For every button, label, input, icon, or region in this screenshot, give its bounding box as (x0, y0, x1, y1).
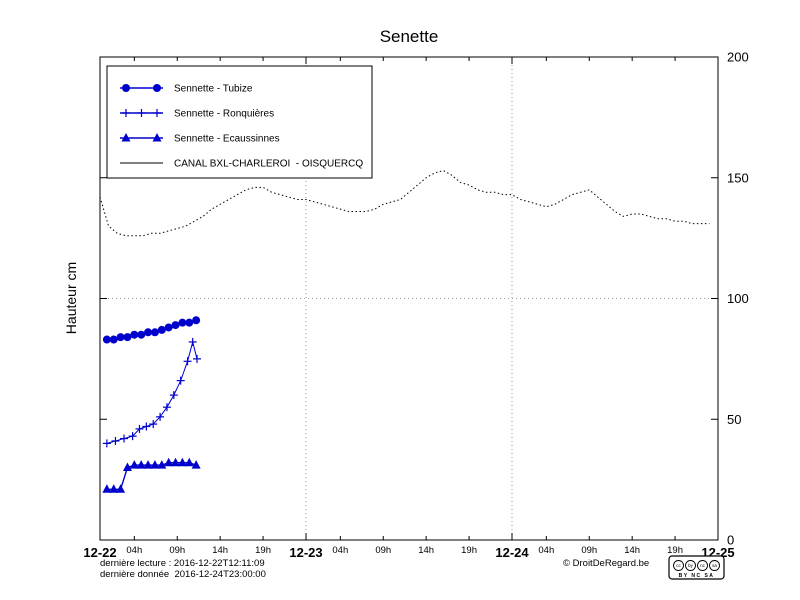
svg-text:150: 150 (727, 170, 749, 185)
svg-text:14h: 14h (212, 545, 228, 556)
y-axis-label: Hauteur cm (63, 262, 79, 334)
cc-nc-label: nc (700, 563, 706, 568)
cc-sa-icon (709, 560, 720, 571)
svg-text:19h: 19h (461, 545, 477, 556)
svg-text:04h: 04h (126, 545, 142, 556)
cc-sa-label: sa (712, 563, 717, 568)
legend-label-ronquieres: Sennette - Ronquières (174, 109, 274, 120)
series-2 (102, 337, 201, 448)
cc-by-icon (685, 560, 696, 571)
svg-text:0: 0 (727, 533, 734, 548)
svg-text:09h: 09h (581, 545, 597, 556)
cc-icon (673, 560, 684, 571)
footer-last-data: dernière donnée 2016-12-24T23:00:00 (100, 569, 266, 580)
svg-text:50: 50 (727, 412, 741, 427)
plot-border (99, 56, 719, 541)
series-3 (102, 457, 201, 493)
cc-badge-frame (668, 555, 725, 580)
footer-copyright: © DroitDeRegard.be (563, 558, 649, 569)
series-1 (102, 316, 201, 344)
svg-text:14h: 14h (418, 545, 434, 556)
legend-box (106, 65, 373, 179)
svg-text:14h: 14h (624, 545, 640, 556)
legend-samples (120, 84, 163, 164)
svg-text:04h: 04h (332, 545, 348, 556)
legend-label-ecaussinnes: Sennette - Ecaussinnes (174, 134, 280, 145)
cc-nc-icon (697, 560, 708, 571)
svg-text:04h: 04h (538, 545, 554, 556)
cc-icon-label: cc (676, 563, 681, 568)
svg-text:12-24: 12-24 (495, 545, 529, 560)
plot-area: 12-22 04h 09h 14h 19h 12-23 04h 09h 14h 19h 12-24 0… (83, 50, 748, 561)
svg-text:19h: 19h (255, 545, 271, 556)
svg-text:09h: 09h (169, 545, 185, 556)
legend-label-canal: CANAL BXL-CHARLEROI - OISQUERCQ (174, 159, 363, 170)
series-4 (99, 169, 710, 237)
svg-text:12-23: 12-23 (289, 545, 322, 560)
cc-text: BY NC SA (679, 573, 715, 579)
cc-license-badge: cc by nc sa BY NC SA (668, 555, 725, 580)
legend: Sennette - Tubize Sennette - Ronquières … (106, 65, 373, 179)
legend-label-tubize: Sennette - Tubize (174, 84, 253, 95)
svg-text:12-22: 12-22 (83, 545, 116, 560)
cc-by-label: by (688, 563, 694, 568)
svg-text:09h: 09h (375, 545, 391, 556)
svg-text:200: 200 (727, 50, 749, 65)
svg-text:19h: 19h (667, 545, 683, 556)
svg-text:100: 100 (727, 291, 749, 306)
footer-last-reading: dernière lecture : 2016-12-22T12:11:09 (100, 558, 265, 569)
chart-title: Senette (380, 27, 439, 46)
